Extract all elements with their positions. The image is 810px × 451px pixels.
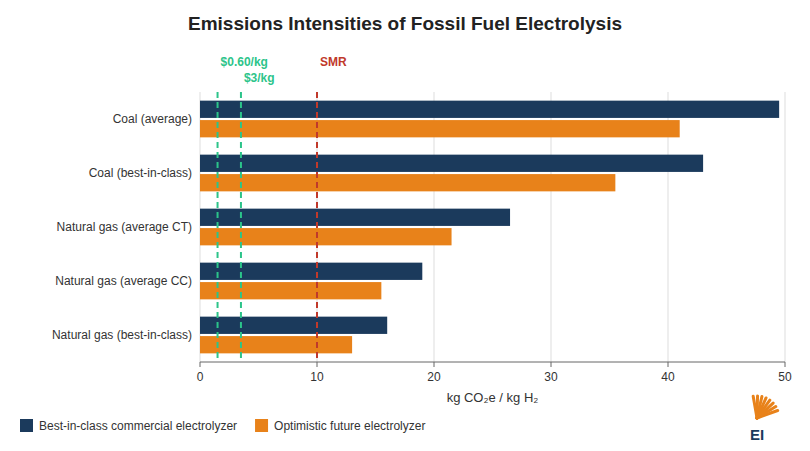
bar (200, 101, 779, 118)
tick-label: 10 (310, 370, 324, 384)
legend-swatch (255, 419, 268, 432)
annotation: SMR (320, 55, 347, 69)
category-label: Natural gas (best-in-class) (52, 328, 192, 342)
tick-mark (317, 362, 318, 367)
tick-mark (434, 362, 435, 367)
legend: Best-in-class commercial electrolyzer Opt… (20, 419, 425, 433)
bar (200, 120, 680, 137)
bar (200, 336, 352, 353)
bar (200, 282, 381, 299)
bar (200, 228, 452, 245)
tick-label: 20 (427, 370, 441, 384)
reference-lines (218, 92, 317, 362)
tick-label: 50 (778, 370, 792, 384)
reference-line (240, 92, 242, 362)
tick-mark (785, 362, 786, 367)
x-axis-label: kg CO₂e / kg H₂ (447, 390, 539, 405)
annotation: $3/kg (244, 71, 275, 85)
tick-mark (200, 362, 201, 367)
bar (200, 317, 387, 334)
tick-mark (668, 362, 669, 367)
tick-label: 30 (544, 370, 558, 384)
tick-label: 0 (197, 370, 204, 384)
logo-ray (753, 396, 757, 418)
tick-label: 40 (661, 370, 675, 384)
reference-line (316, 92, 318, 362)
grid (200, 92, 785, 362)
legend-swatch (20, 419, 33, 432)
bar (200, 174, 615, 191)
logo-text: EI (750, 426, 764, 443)
x-axis (200, 362, 785, 363)
bar (200, 155, 703, 172)
category-label: Natural gas (average CC) (55, 274, 192, 288)
legend-label: Best-in-class commercial electrolyzer (39, 419, 237, 433)
bars (200, 101, 779, 354)
category-label: Natural gas (average CT) (57, 220, 192, 234)
tick-mark (551, 362, 552, 367)
grid-line (785, 92, 786, 362)
title: Emissions Intensities of Fossil Fuel Ele… (188, 13, 622, 34)
category-label: Coal (best-in-class) (89, 166, 192, 180)
logo: EI (750, 396, 778, 443)
legend-label: Optimistic future electrolyzer (274, 419, 425, 433)
bar (200, 209, 510, 226)
annotation: $0.60/kg (221, 55, 268, 69)
category-label: Coal (average) (113, 112, 192, 126)
reference-line (217, 92, 219, 362)
bar (200, 263, 422, 280)
